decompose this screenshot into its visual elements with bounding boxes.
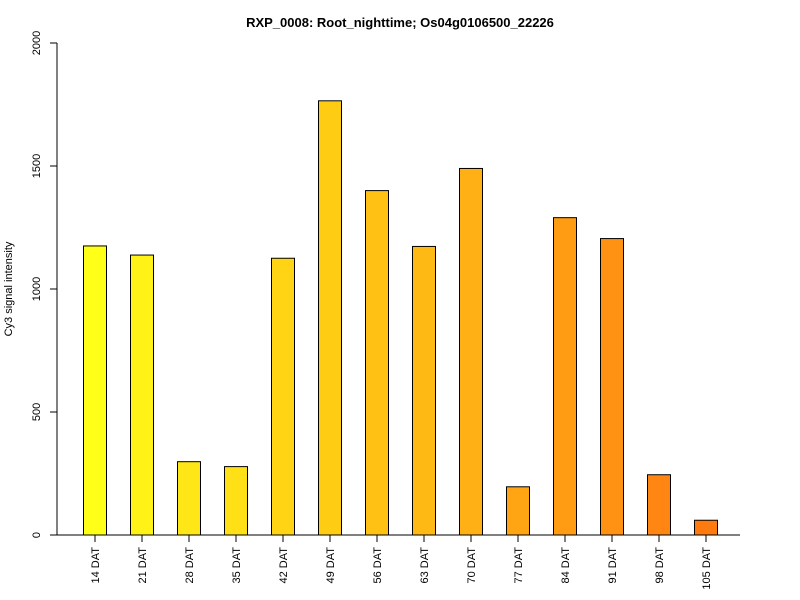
x-tick-label: 63 DAT: [419, 547, 431, 584]
x-tick-label: 105 DAT: [701, 547, 713, 590]
x-tick-label: 14 DAT: [90, 547, 102, 584]
x-tick-label: 77 DAT: [513, 547, 525, 584]
chart-title: RXP_0008: Root_nighttime; Os04g0106500_2…: [246, 15, 554, 30]
bar-70-dat: [459, 167, 483, 536]
bar-14-dat: [83, 245, 107, 536]
x-tick-label: 49 DAT: [325, 547, 337, 584]
bar-35-dat: [224, 466, 248, 536]
x-tick-label: 84 DAT: [560, 547, 572, 584]
bar-98-dat: [647, 474, 671, 536]
bars-group: [83, 100, 718, 536]
y-tick-label: 1000: [31, 277, 43, 301]
bar-91-dat: [600, 238, 624, 536]
bar-21-dat: [130, 254, 154, 536]
bar-28-dat: [177, 461, 201, 536]
x-tick-label: 35 DAT: [231, 547, 243, 584]
bar-49-dat: [318, 100, 342, 536]
y-tick-label: 2000: [31, 31, 43, 55]
bar-77-dat: [506, 486, 530, 536]
bar-84-dat: [553, 217, 577, 536]
y-axis-label: Cy3 signal intensity: [3, 241, 15, 336]
x-tick-label: 70 DAT: [466, 547, 478, 584]
x-tick-label: 21 DAT: [137, 547, 149, 584]
x-tick-label: 56 DAT: [372, 547, 384, 584]
x-tick-labels: 14 DAT 21 DAT 28 DAT 35 DAT 42 DAT 49 DAT 56 D…: [90, 535, 713, 590]
x-tick-label: 98 DAT: [654, 547, 666, 584]
y-tick-label: 1500: [31, 154, 43, 178]
bar-105-dat: [694, 519, 718, 536]
y-tick-label: 500: [31, 403, 43, 421]
y-axis: 0 500 1000 1500 2000: [31, 31, 58, 538]
x-tick-label: 91 DAT: [607, 547, 619, 584]
y-tick-label: 0: [31, 532, 43, 538]
x-tick-label: 28 DAT: [184, 547, 196, 584]
bar-56-dat: [365, 190, 389, 536]
bar-42-dat: [271, 257, 295, 536]
bar-63-dat: [412, 245, 436, 536]
x-tick-label: 42 DAT: [278, 547, 290, 584]
